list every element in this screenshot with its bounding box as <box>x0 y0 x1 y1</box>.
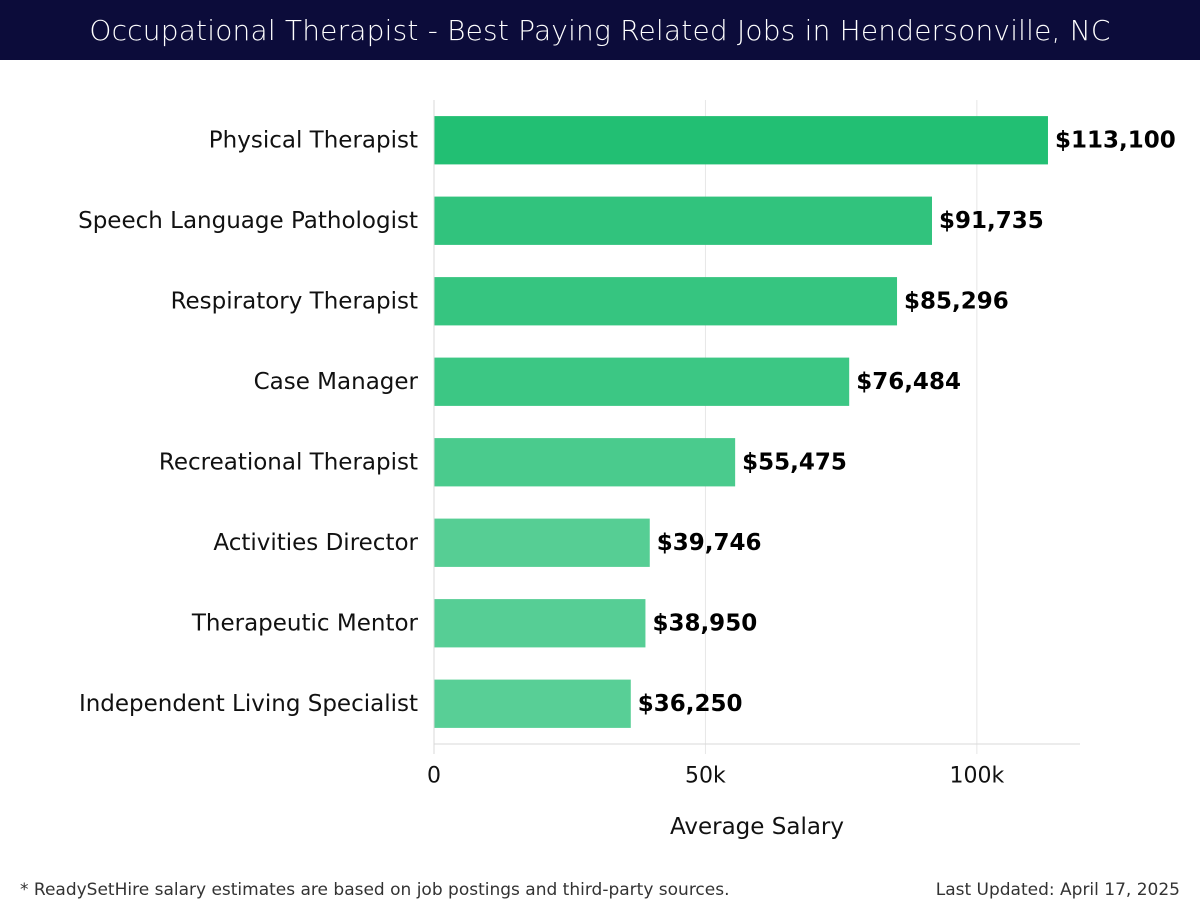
x-tick-label: 50k <box>685 764 726 789</box>
x-tick-label: 100k <box>949 764 1004 789</box>
bars: Physical Therapist $113,100 Speech Languag… <box>78 116 1176 728</box>
bar <box>434 196 932 245</box>
category-label: Speech Language Pathologist <box>78 208 418 234</box>
value-label: $113,100 <box>1055 127 1176 153</box>
category-label: Therapeutic Mentor <box>191 610 419 636</box>
footer-note: * ReadySetHire salary estimates are base… <box>20 880 730 900</box>
value-label: $76,484 <box>856 369 961 395</box>
salary-bar-chart: Physical Therapist $113,100 Speech Languag… <box>78 100 1176 840</box>
last-updated: Last Updated: April 17, 2025 <box>935 880 1180 900</box>
bar <box>434 518 650 567</box>
bar <box>434 357 850 406</box>
bar <box>434 679 631 728</box>
chart-title: Occupational Therapist - Best Paying Rel… <box>89 13 1111 47</box>
axes: 0 50k 100k Average Salary <box>427 100 1080 840</box>
bar <box>434 116 1048 165</box>
category-label: Independent Living Specialist <box>79 691 418 717</box>
category-label: Recreational Therapist <box>159 449 418 475</box>
value-label: $39,746 <box>657 530 762 556</box>
x-tick-label: 0 <box>427 764 441 789</box>
bar <box>434 438 736 487</box>
category-label: Respiratory Therapist <box>171 288 418 314</box>
bar <box>434 277 898 326</box>
category-label: Case Manager <box>254 369 419 395</box>
x-axis-title: Average Salary <box>670 814 844 840</box>
category-label: Physical Therapist <box>209 127 418 153</box>
value-label: $38,950 <box>652 610 757 636</box>
bar <box>434 599 646 648</box>
value-label: $91,735 <box>939 208 1044 234</box>
value-label: $85,296 <box>904 288 1009 314</box>
value-label: $55,475 <box>742 449 847 475</box>
title-bar: Occupational Therapist - Best Paying Rel… <box>0 0 1200 60</box>
value-label: $36,250 <box>638 691 743 717</box>
category-label: Activities Director <box>213 530 418 556</box>
